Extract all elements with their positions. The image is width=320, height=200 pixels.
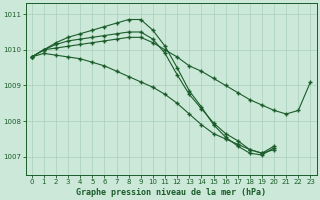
X-axis label: Graphe pression niveau de la mer (hPa): Graphe pression niveau de la mer (hPa) [76,188,266,197]
